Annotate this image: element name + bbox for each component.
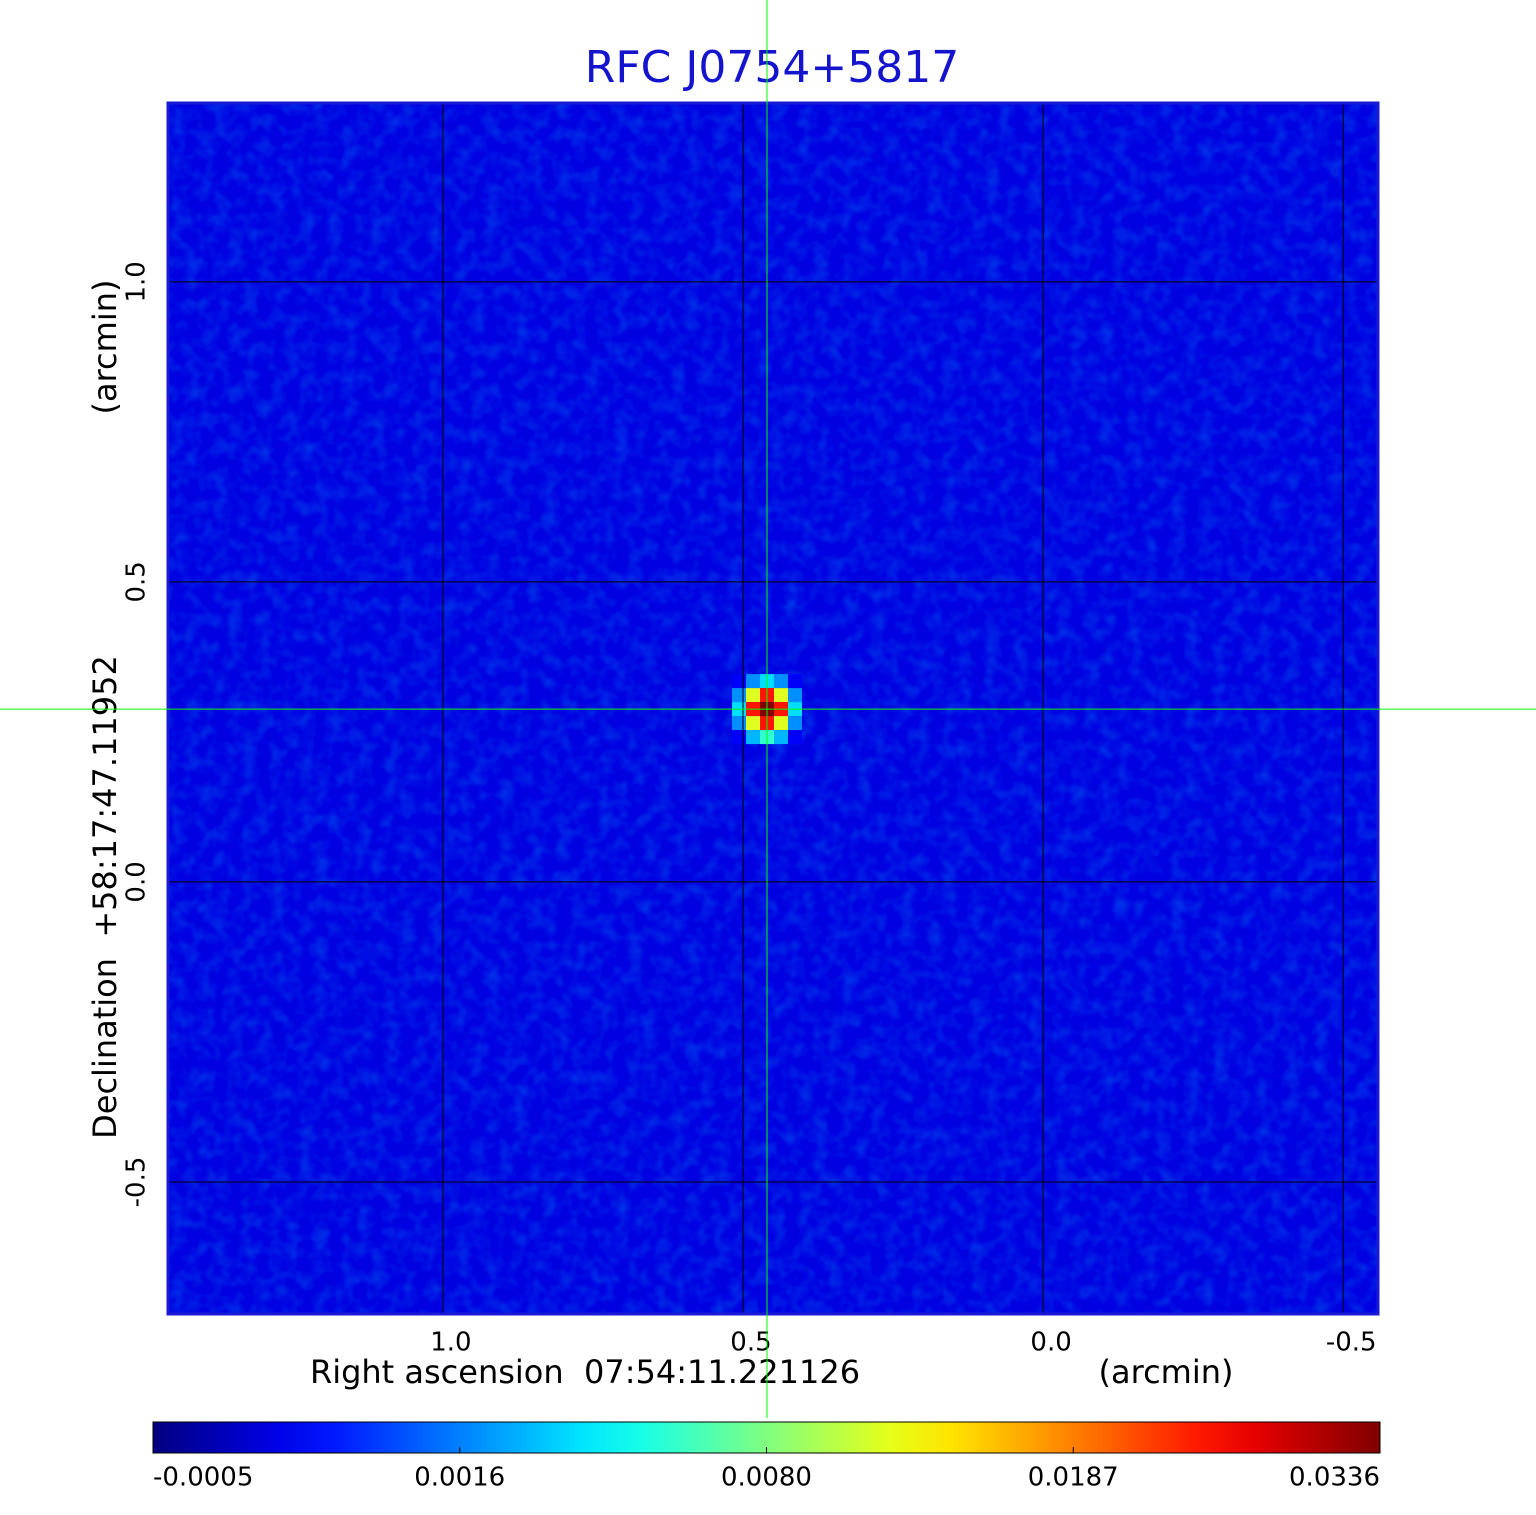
source-pixel (787, 688, 802, 703)
source-pixel (787, 730, 802, 745)
source-pixel (773, 730, 788, 745)
x-tick-label: -0.5 (1326, 1328, 1377, 1358)
source-pixel (773, 674, 788, 689)
source-pixel (773, 688, 788, 703)
source-pixel (731, 716, 746, 731)
colorbar-tick-label: 0.0016 (414, 1463, 505, 1493)
source-pixel (745, 716, 760, 731)
chart-title: RFC J0754+5817 (585, 42, 959, 93)
source-pixel (787, 716, 802, 731)
source-pixel (745, 730, 760, 745)
colorbar-tick-label: 0.0080 (721, 1463, 812, 1493)
x-tick-label: 0.5 (730, 1328, 771, 1358)
x-axis-unit: (arcmin) (1099, 1353, 1234, 1391)
plot-frame (166, 101, 1380, 1316)
colorbar-tick-label: -0.0005 (153, 1463, 253, 1493)
source-pixel (745, 674, 760, 689)
colorbar-tick-label: 0.0187 (1028, 1463, 1119, 1493)
source-pixel (787, 674, 802, 689)
source-pixel (731, 688, 746, 703)
y-axis-label: Declination +58:17:47.11952 (86, 655, 124, 1139)
y-tick-label: 1.0 (122, 261, 152, 302)
source-pixel (731, 674, 746, 689)
x-tick-label: 1.0 (430, 1328, 471, 1358)
y-axis-unit: (arcmin) (86, 280, 124, 415)
source-pixel (745, 688, 760, 703)
y-tick-label: 0.0 (122, 861, 152, 902)
plot-area (168, 103, 1378, 1314)
y-tick-label: -0.5 (122, 1157, 152, 1208)
x-axis-label: Right ascension 07:54:11.221126 (310, 1353, 860, 1391)
y-tick-label: 0.5 (122, 561, 152, 602)
x-tick-label: 0.0 (1030, 1328, 1071, 1358)
source-pixel (731, 730, 746, 745)
colorbar-tick-label: 0.0336 (1289, 1463, 1380, 1493)
source-pixel (773, 716, 788, 731)
